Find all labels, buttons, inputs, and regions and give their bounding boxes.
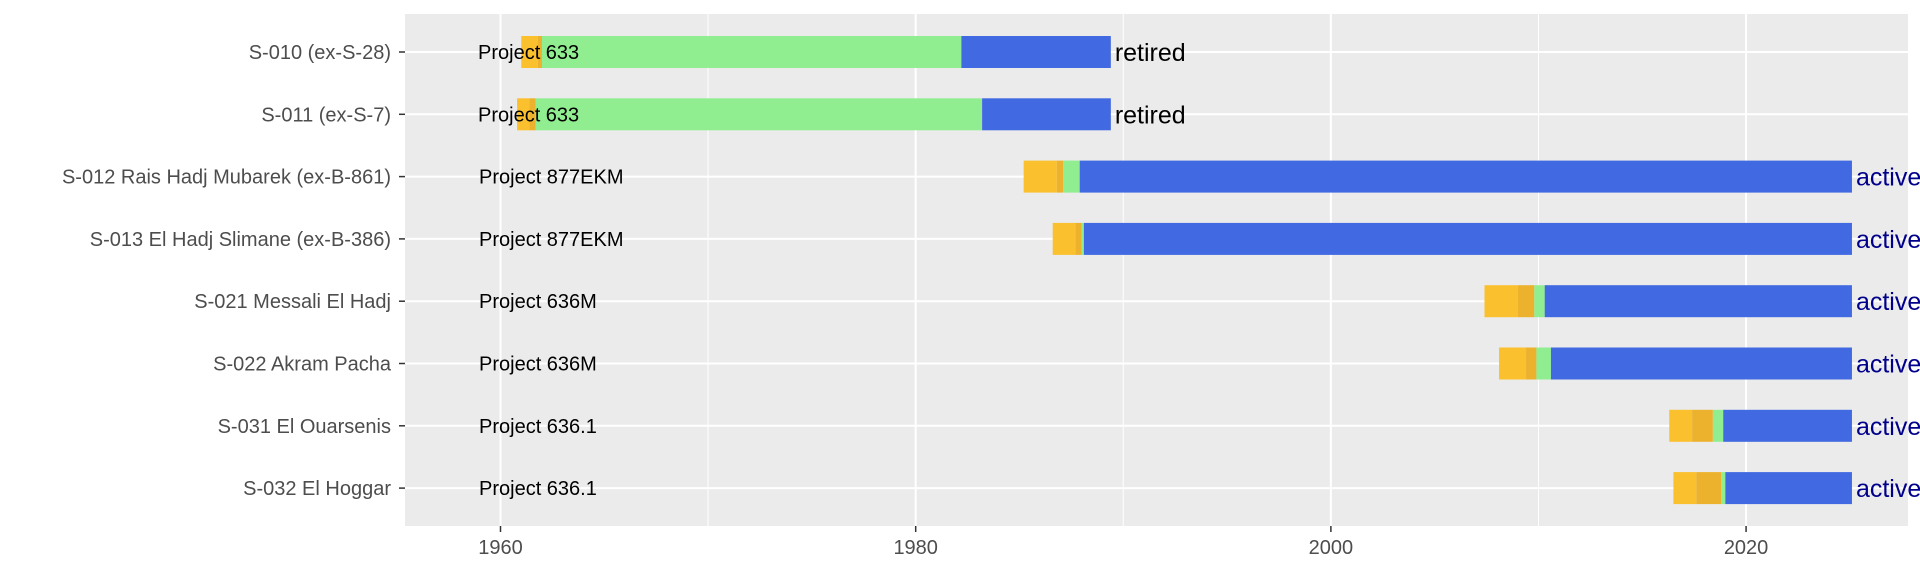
y-tick-label: S-032 El Hoggar [243,478,391,500]
bar-segment-commissioned [961,36,1111,68]
bar-segment-launched [542,36,962,68]
y-tick-label: S-010 (ex-S-28) [249,42,391,64]
bar-segment-commissioned [1723,409,1852,442]
bar-segment-ordered [1052,222,1076,255]
status-label: active [1856,288,1920,316]
bar-segment-laid-down [1056,160,1064,193]
y-tick-label: S-013 El Hadj Slimane (ex-B-386) [90,229,391,251]
bar-segment-launched [1534,285,1545,318]
bar-segment-laid-down [529,98,536,131]
bar-segment-laid-down [1696,472,1722,505]
status-label: retired [1115,39,1186,67]
y-axis: S-010 (ex-S-28) S-011 (ex-S-7) S-012 Rais … [62,42,405,500]
class-label: Project 636.1 [479,416,597,438]
x-axis: 1960 1980 2000 2020 [478,526,1768,559]
bar-segment-laid-down [1517,285,1535,318]
y-tick-label: S-011 (ex-S-7) [261,104,391,126]
bars [517,36,1852,505]
bar-segment-laid-down [1526,347,1537,380]
bar-segment-commissioned [1544,285,1852,318]
class-label: Project 877EKM [479,167,624,189]
class-label: Project 636M [479,291,597,313]
status-label: active [1856,475,1920,503]
bar-segment-launched [1081,222,1084,255]
bar-labels: Project 633 retired Project 633 retired Proj… [478,39,1920,503]
x-tick-label: 2000 [1309,537,1354,559]
bar-segment-ordered [517,98,530,131]
bar-segment-launched [535,98,983,131]
bar-segment-ordered [1673,472,1697,505]
y-tick-label: S-012 Rais Hadj Mubarek (ex-B-861) [62,167,391,189]
bar-segment-ordered [1499,347,1527,380]
class-label: Project 636M [479,354,597,376]
bar-segment-laid-down [1075,222,1082,255]
status-label: retired [1115,101,1186,129]
bar-segment-launched [1712,409,1724,442]
y-tick-label: S-022 Akram Pacha [213,354,392,376]
bar-segment-commissioned [982,98,1111,131]
plot-panel [405,14,1908,526]
bar-segment-laid-down [537,36,543,68]
bar-segment-commissioned [1725,472,1852,505]
status-label: active [1856,413,1920,441]
bar-segment-laid-down [1692,409,1713,442]
x-tick-label: 1980 [893,537,938,559]
x-tick-label: 1960 [478,537,523,559]
bar-segment-launched [1063,160,1080,193]
x-tick-label: 2020 [1724,537,1769,559]
bar-segment-launched [1721,472,1726,505]
class-label: Project 633 [478,104,579,126]
y-tick-label: S-021 Messali El Hadj [194,291,391,313]
class-label: Project 633 [478,42,579,64]
class-label: Project 636.1 [479,478,597,500]
bar-segment-launched [1536,347,1551,380]
bar-segment-ordered [1023,160,1057,193]
bar-segment-commissioned [1079,160,1852,193]
bar-segment-ordered [521,36,538,68]
y-tick-label: S-031 El Ouarsenis [218,416,391,438]
bar-segment-commissioned [1083,222,1852,255]
bar-segment-ordered [1669,409,1693,442]
status-label: active [1856,164,1920,192]
status-label: active [1856,226,1920,254]
bar-segment-commissioned [1550,347,1852,380]
status-label: active [1856,351,1920,379]
class-label: Project 877EKM [479,229,624,251]
bar-segment-ordered [1484,285,1518,318]
